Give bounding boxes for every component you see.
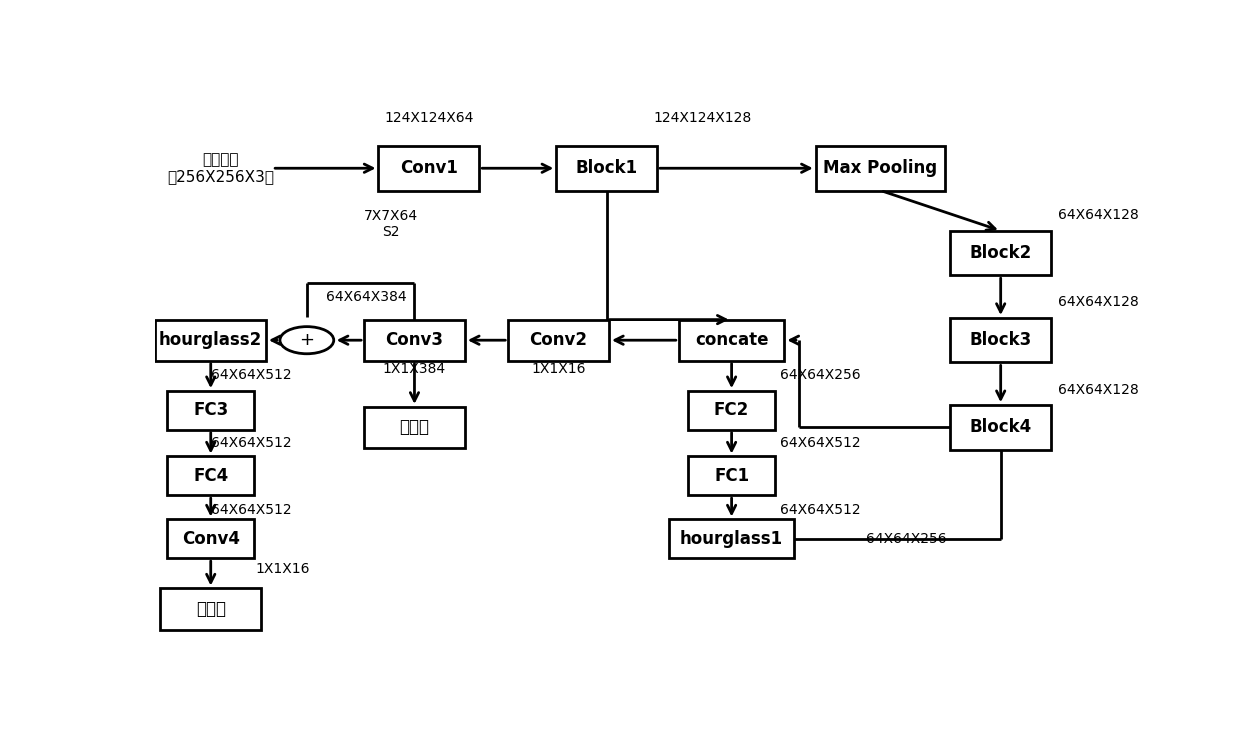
Text: 7X7X64
S2: 7X7X64 S2: [363, 209, 418, 239]
Text: 64X64X512: 64X64X512: [780, 503, 861, 517]
Text: 热力图: 热力图: [399, 418, 429, 436]
Text: 1X1X384: 1X1X384: [383, 362, 446, 376]
Text: 输入图片
（256X256X3）: 输入图片 （256X256X3）: [167, 152, 274, 185]
Text: FC2: FC2: [714, 401, 749, 420]
Text: 1X1X16: 1X1X16: [255, 562, 310, 576]
Text: 64X64X384: 64X64X384: [326, 290, 407, 304]
Text: FC4: FC4: [193, 467, 228, 485]
Text: 64X64X256: 64X64X256: [866, 532, 947, 546]
Text: 64X64X128: 64X64X128: [1058, 208, 1140, 222]
FancyBboxPatch shape: [167, 456, 254, 495]
FancyBboxPatch shape: [557, 146, 657, 191]
FancyBboxPatch shape: [378, 146, 480, 191]
Text: Conv2: Conv2: [529, 331, 588, 349]
Text: 64X64X128: 64X64X128: [1058, 383, 1140, 397]
Text: Conv3: Conv3: [386, 331, 444, 349]
FancyBboxPatch shape: [678, 319, 785, 361]
Text: Block2: Block2: [970, 244, 1032, 262]
Text: 64X64X512: 64X64X512: [780, 436, 861, 450]
Text: Block3: Block3: [970, 331, 1032, 349]
Text: 124X124X64: 124X124X64: [384, 110, 474, 124]
Text: 64X64X512: 64X64X512: [211, 503, 291, 517]
Text: 124X124X128: 124X124X128: [653, 110, 751, 124]
FancyBboxPatch shape: [508, 319, 609, 361]
FancyBboxPatch shape: [670, 520, 794, 558]
Text: Block1: Block1: [575, 159, 637, 177]
Text: 64X64X512: 64X64X512: [211, 368, 291, 382]
Text: 热力图: 热力图: [196, 600, 226, 618]
FancyBboxPatch shape: [816, 146, 945, 191]
Text: hourglass1: hourglass1: [680, 530, 784, 548]
Text: hourglass2: hourglass2: [159, 331, 263, 349]
Text: 64X64X256: 64X64X256: [780, 368, 861, 382]
Text: concate: concate: [694, 331, 769, 349]
FancyBboxPatch shape: [155, 319, 267, 361]
Text: Conv4: Conv4: [182, 530, 239, 548]
Text: FC3: FC3: [193, 401, 228, 420]
FancyBboxPatch shape: [167, 391, 254, 430]
FancyBboxPatch shape: [365, 407, 465, 448]
FancyBboxPatch shape: [167, 520, 254, 558]
FancyBboxPatch shape: [688, 456, 775, 495]
Text: 1X1X16: 1X1X16: [532, 362, 585, 376]
Text: Max Pooling: Max Pooling: [823, 159, 937, 177]
FancyBboxPatch shape: [950, 318, 1052, 362]
FancyBboxPatch shape: [688, 391, 775, 430]
FancyBboxPatch shape: [950, 405, 1052, 450]
FancyBboxPatch shape: [950, 230, 1052, 275]
Text: 64X64X128: 64X64X128: [1058, 295, 1140, 309]
Text: Block4: Block4: [970, 418, 1032, 436]
FancyBboxPatch shape: [160, 589, 262, 629]
Text: +: +: [299, 331, 314, 349]
Text: FC1: FC1: [714, 467, 749, 485]
FancyBboxPatch shape: [365, 319, 465, 361]
Text: Conv1: Conv1: [401, 159, 458, 177]
Text: 64X64X512: 64X64X512: [211, 436, 291, 450]
